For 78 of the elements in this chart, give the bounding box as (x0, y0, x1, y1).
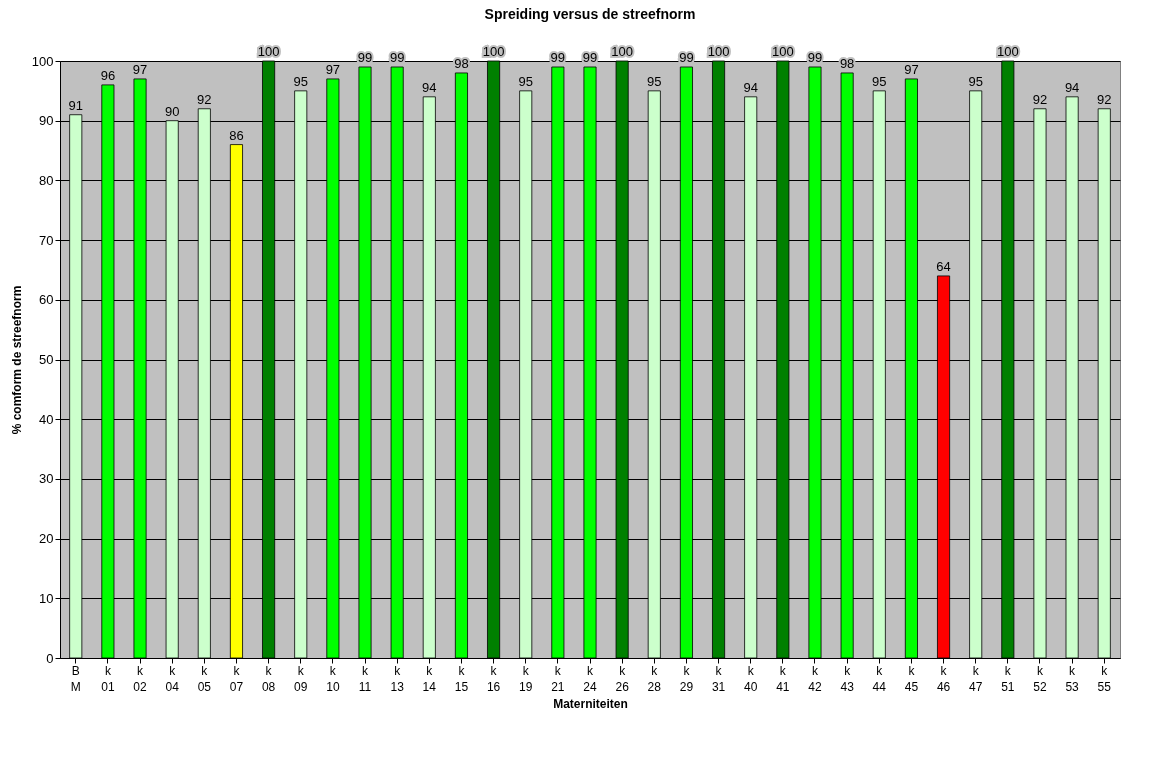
data-label: 92 (197, 91, 212, 107)
data-label: 100 (482, 44, 505, 59)
data-label: 97 (904, 61, 919, 77)
x-tick-label: k 02 (133, 663, 148, 694)
data-label: 92 (1097, 91, 1112, 107)
x-tick-label: k 44 (872, 663, 887, 694)
data-label: 95 (293, 73, 308, 89)
data-label: 99 (582, 49, 598, 65)
data-label: 100 (996, 44, 1019, 59)
chart-title: Spreiding versus de streefnorm (484, 6, 696, 22)
data-label: 99 (389, 49, 405, 65)
y-tick-label: 90 (39, 113, 54, 129)
x-tick-label: k 16 (486, 663, 501, 694)
y-tick-label: 40 (39, 411, 54, 427)
data-label: 91 (68, 97, 83, 113)
data-label: 99 (357, 49, 373, 65)
y-tick-label: 10 (39, 590, 54, 606)
data-label: 64 (936, 258, 951, 274)
x-tick-label: k 15 (454, 663, 469, 694)
x-tick-label: k 09 (294, 663, 308, 694)
x-tick-label: k 45 (904, 663, 919, 694)
data-label: 99 (679, 49, 694, 65)
data-label: 94 (743, 79, 758, 95)
y-tick-label: 60 (39, 292, 54, 308)
x-tick-label: k 07 (229, 663, 244, 694)
x-tick-label: k 05 (197, 663, 212, 694)
data-label: 99 (807, 49, 823, 65)
x-tick-label: k 40 (744, 663, 758, 694)
data-label: 100 (611, 44, 633, 59)
data-label: 90 (164, 103, 180, 119)
x-tick-label: k 53 (1065, 663, 1080, 694)
x-tick-label: k 43 (840, 663, 855, 694)
data-label: 100 (257, 44, 280, 59)
x-tick-label: k 08 (261, 663, 276, 694)
x-tick-label: k 04 (165, 663, 180, 694)
data-label: 86 (229, 127, 244, 143)
x-tick-label: k 13 (390, 663, 405, 694)
y-tick-label: 20 (39, 531, 54, 547)
data-label: 97 (325, 61, 341, 77)
x-tick-label: k 51 (1001, 663, 1015, 694)
x-tick-label: k 31 (711, 663, 726, 694)
x-tick-label: k 14 (422, 663, 437, 694)
data-label: 95 (518, 73, 533, 89)
data-label: 100 (771, 44, 794, 59)
x-tick-label: k 47 (969, 663, 983, 694)
x-tick-label: k 11 (358, 663, 372, 694)
x-tick-label: k 42 (808, 663, 822, 694)
y-tick-label: 0 (46, 650, 54, 666)
data-label: 97 (132, 61, 148, 77)
data-label: 95 (968, 73, 983, 89)
y-tick-label: 50 (39, 352, 54, 367)
data-label: 95 (872, 73, 887, 89)
y-axis-title: % comform de streefnorm (9, 285, 24, 435)
x-tick-label: k 29 (679, 663, 694, 694)
x-tick-label: k 52 (1033, 663, 1047, 694)
data-label: 99 (550, 49, 566, 65)
x-tick-label: k 19 (519, 663, 533, 694)
x-tick-label: k 21 (551, 663, 565, 694)
data-label: 96 (100, 67, 116, 83)
x-tick-label: k 46 (936, 663, 951, 694)
y-tick-label: 30 (39, 471, 54, 487)
x-axis-title: Materniteiten (553, 696, 628, 711)
x-tick-label: B M (70, 663, 81, 694)
y-tick-label: 70 (39, 232, 54, 248)
y-tick-label: 100 (31, 53, 54, 69)
x-tick-label: k 01 (101, 663, 115, 694)
x-tick-label: k 24 (583, 663, 597, 694)
data-label: 94 (422, 79, 437, 95)
data-label: 100 (707, 44, 730, 59)
x-tick-label: k 55 (1097, 663, 1112, 694)
x-tick-label: k 41 (776, 663, 790, 694)
x-tick-label: k 28 (647, 663, 662, 694)
data-label: 94 (1064, 79, 1080, 95)
x-tick-label: k 10 (326, 663, 340, 694)
data-label: 95 (647, 73, 662, 89)
x-tick-label: k 26 (615, 663, 630, 694)
data-label: 92 (1032, 91, 1048, 107)
y-tick-label: 80 (39, 172, 54, 188)
